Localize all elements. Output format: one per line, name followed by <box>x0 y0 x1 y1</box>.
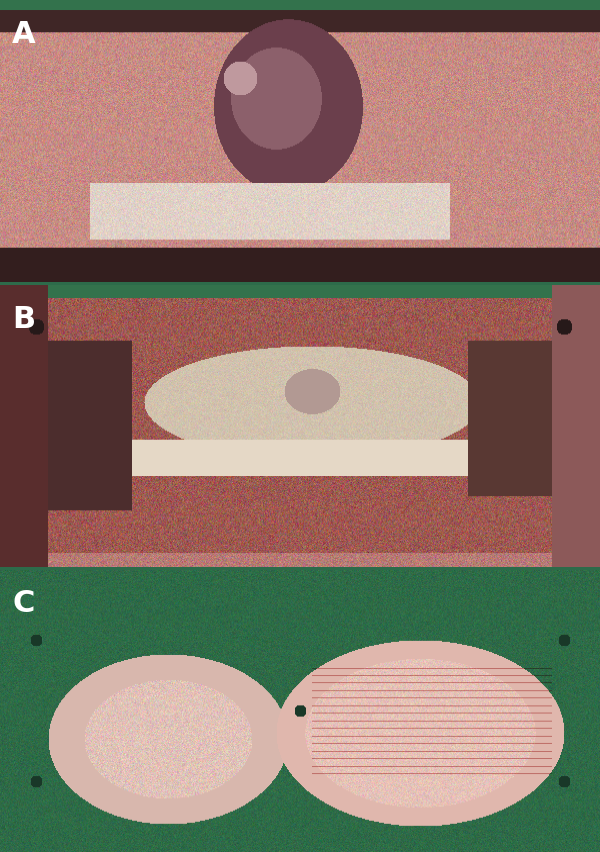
Text: C: C <box>12 590 34 619</box>
Text: B: B <box>12 304 35 333</box>
Text: A: A <box>12 20 35 49</box>
